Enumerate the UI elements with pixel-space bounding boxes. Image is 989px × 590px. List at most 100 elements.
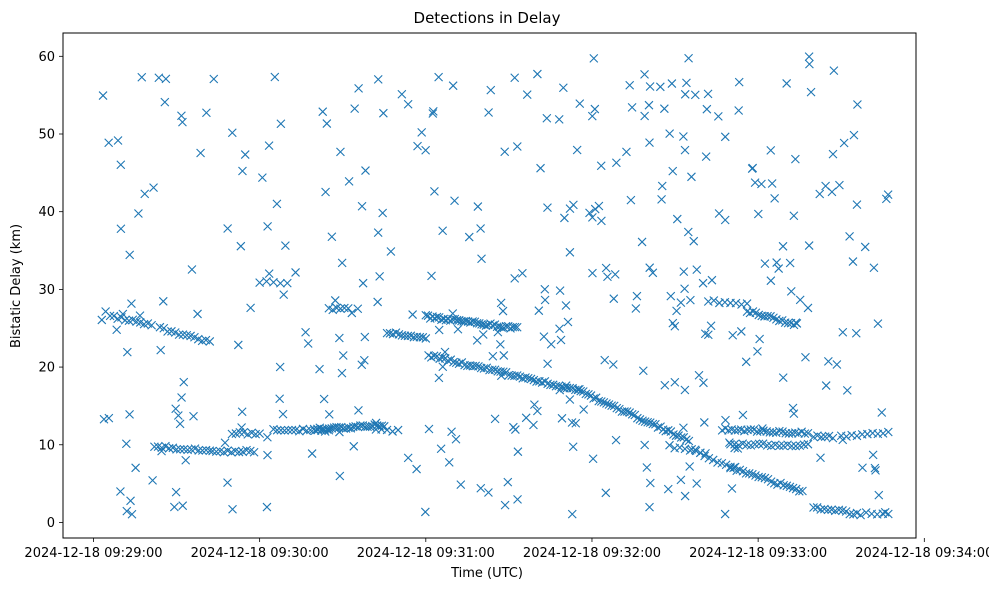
detection-point xyxy=(477,254,486,264)
detection-point xyxy=(878,428,888,438)
detection-point xyxy=(731,298,741,308)
detection-point xyxy=(161,74,171,84)
detection-point xyxy=(371,418,381,428)
detection-point xyxy=(803,439,813,449)
detection-point xyxy=(845,509,855,519)
detection-point xyxy=(640,70,649,79)
detection-point xyxy=(648,419,658,429)
detection-point xyxy=(774,316,784,326)
detection-point xyxy=(540,295,550,305)
detection-point xyxy=(695,448,705,458)
detection-point xyxy=(851,328,861,338)
detection-point xyxy=(676,433,686,442)
detection-point xyxy=(620,407,629,416)
detection-point xyxy=(594,396,604,406)
detection-point xyxy=(795,295,805,305)
detection-point xyxy=(754,310,764,320)
detection-point xyxy=(319,394,329,404)
detection-point xyxy=(880,507,890,517)
detection-point xyxy=(157,446,166,456)
detection-point xyxy=(680,491,690,501)
detection-point xyxy=(537,378,547,387)
detection-point xyxy=(774,264,784,273)
detection-point xyxy=(327,232,337,242)
detection-point xyxy=(669,430,678,439)
detection-point xyxy=(720,132,730,142)
detection-point xyxy=(354,406,363,415)
detection-point xyxy=(388,427,397,436)
detection-point xyxy=(610,269,620,279)
detection-point xyxy=(270,72,280,82)
detection-point xyxy=(335,471,345,481)
detection-point xyxy=(127,299,136,309)
detection-point xyxy=(640,440,650,450)
detection-point xyxy=(350,104,360,114)
detection-point xyxy=(420,507,430,517)
detection-point xyxy=(336,422,346,432)
detection-point xyxy=(403,453,413,463)
detection-point xyxy=(622,407,632,416)
detection-point xyxy=(567,418,577,427)
detection-point xyxy=(344,176,354,186)
detection-point xyxy=(587,111,597,121)
detection-point xyxy=(753,209,763,219)
detection-point xyxy=(428,107,438,116)
detection-point xyxy=(526,374,536,384)
detection-point xyxy=(692,265,702,275)
detection-point xyxy=(782,79,792,88)
detection-point xyxy=(307,449,317,458)
detection-point xyxy=(575,99,585,108)
detection-point xyxy=(529,375,539,385)
detection-point xyxy=(574,384,584,394)
detection-point xyxy=(805,59,814,69)
detection-point xyxy=(645,263,655,273)
detection-point xyxy=(486,85,496,95)
detection-point xyxy=(546,339,556,349)
detection-point xyxy=(263,221,272,231)
detection-point xyxy=(869,263,879,273)
detection-point xyxy=(871,465,880,475)
detection-point xyxy=(101,307,111,316)
detection-point xyxy=(116,224,126,234)
detection-point xyxy=(828,149,838,159)
x-tick-label: 2024-12-18 09:30:00 xyxy=(191,546,329,561)
detection-point xyxy=(548,380,558,390)
detection-point xyxy=(588,268,597,278)
detection-point xyxy=(361,166,370,175)
detection-point xyxy=(125,250,135,260)
detection-point xyxy=(709,296,719,305)
detection-point xyxy=(590,104,600,114)
detection-point xyxy=(679,267,689,276)
detection-point xyxy=(540,284,550,294)
detection-point xyxy=(767,179,777,188)
detection-point xyxy=(680,89,690,99)
detection-point xyxy=(120,315,130,325)
detection-point xyxy=(754,439,764,449)
detection-point xyxy=(663,425,673,435)
detection-point xyxy=(163,327,172,336)
detection-point xyxy=(720,215,730,225)
detection-point xyxy=(476,224,485,233)
detection-point xyxy=(276,278,285,288)
detection-point xyxy=(375,272,385,281)
detection-point xyxy=(645,82,655,91)
detection-point xyxy=(858,463,867,473)
detection-point xyxy=(555,286,565,296)
detection-point xyxy=(691,446,701,456)
detection-point xyxy=(588,454,598,464)
detection-point xyxy=(589,53,599,63)
detection-point xyxy=(679,423,688,433)
detection-point xyxy=(198,446,207,455)
detection-point xyxy=(264,141,274,151)
detection-point xyxy=(472,335,482,345)
detection-point xyxy=(684,53,693,63)
detection-point xyxy=(275,362,285,372)
detection-point xyxy=(713,111,723,121)
detection-point xyxy=(557,413,567,423)
detection-point xyxy=(365,422,375,431)
detection-point xyxy=(759,426,768,436)
detection-point xyxy=(721,415,730,425)
detection-point xyxy=(760,311,769,321)
detection-point xyxy=(301,327,310,337)
detection-point xyxy=(223,478,232,488)
